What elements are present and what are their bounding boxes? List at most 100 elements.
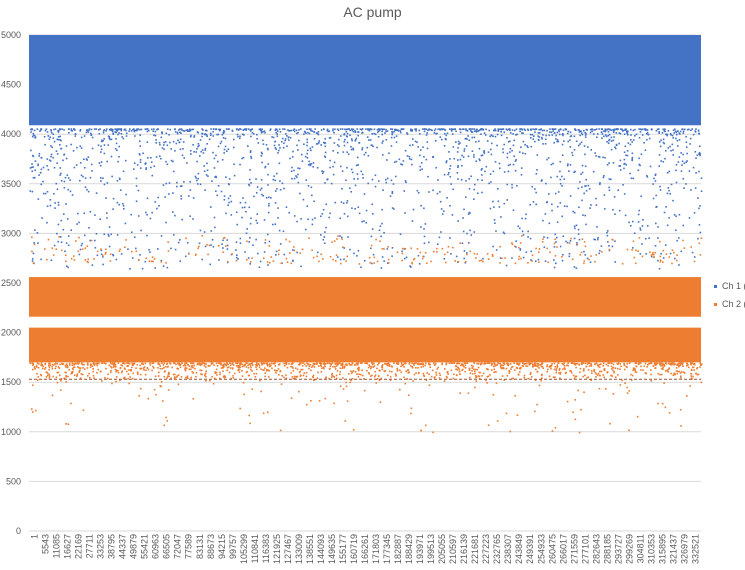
data-point-ch1 <box>659 189 662 191</box>
data-point-ch2 <box>628 429 630 432</box>
data-point-ch1 <box>324 231 326 233</box>
data-point-ch2 <box>346 255 349 258</box>
data-point-ch1 <box>125 193 127 196</box>
data-point-ch2 <box>154 375 157 378</box>
x-tick-label: 188429 <box>404 534 414 564</box>
data-point-ch1 <box>274 140 276 143</box>
data-point-ch1 <box>581 186 583 189</box>
data-point-ch1 <box>47 168 50 171</box>
data-point-ch1 <box>103 129 106 131</box>
data-point-ch1 <box>166 144 169 147</box>
data-point-ch2 <box>96 250 99 253</box>
data-point-ch2 <box>590 370 593 372</box>
data-point-ch1 <box>637 221 640 223</box>
data-point-ch2 <box>499 364 502 367</box>
data-point-ch1 <box>168 133 170 136</box>
data-point-ch1 <box>556 140 558 143</box>
data-point-ch2 <box>169 362 172 365</box>
data-point-ch1 <box>118 177 121 180</box>
x-tick-label: 138551 <box>305 534 315 564</box>
data-point-ch1 <box>601 137 603 140</box>
data-point-ch1 <box>122 137 125 140</box>
data-point-ch2 <box>241 365 244 368</box>
data-point-ch1 <box>320 234 322 236</box>
data-point-ch1 <box>262 139 264 142</box>
data-point-ch1 <box>56 232 58 235</box>
data-point-ch2 <box>675 370 678 372</box>
data-point-ch2 <box>243 393 246 396</box>
data-point-ch2 <box>513 362 515 365</box>
data-point-ch1 <box>606 234 609 237</box>
data-point-ch1 <box>232 138 235 141</box>
data-point-ch2 <box>293 249 296 252</box>
data-point-ch1 <box>129 268 131 270</box>
data-point-ch2 <box>107 373 109 376</box>
data-point-ch1 <box>496 188 499 190</box>
data-point-ch1 <box>522 132 524 135</box>
data-point-ch2 <box>188 368 191 371</box>
data-point-ch2 <box>388 365 391 367</box>
data-point-ch2 <box>530 376 533 378</box>
data-point-ch2 <box>246 362 248 365</box>
data-point-ch2 <box>261 363 263 366</box>
data-point-ch1 <box>346 200 349 202</box>
data-point-ch2 <box>285 238 287 241</box>
data-point-ch2 <box>473 362 476 365</box>
data-point-ch1 <box>562 134 564 137</box>
data-point-ch1 <box>641 225 644 227</box>
data-point-ch1 <box>291 177 293 180</box>
data-point-ch2 <box>584 245 587 248</box>
x-tick-label: 182887 <box>393 534 403 564</box>
data-point-ch1 <box>361 173 364 176</box>
data-point-ch2 <box>129 376 131 378</box>
data-point-ch2 <box>486 382 488 384</box>
data-point-ch1 <box>589 131 592 134</box>
data-point-ch2 <box>273 369 276 372</box>
data-point-ch2 <box>127 377 129 380</box>
data-point-ch2 <box>160 261 163 263</box>
data-point-ch2 <box>219 371 221 374</box>
data-point-ch1 <box>340 201 343 203</box>
data-point-ch1 <box>139 145 142 147</box>
data-point-ch1 <box>642 128 644 131</box>
data-point-ch1 <box>571 151 573 154</box>
data-point-ch2 <box>166 375 169 378</box>
data-point-ch2 <box>168 372 170 375</box>
data-point-ch2 <box>111 362 114 365</box>
data-point-ch1 <box>697 197 699 199</box>
data-point-ch2 <box>222 237 225 239</box>
data-point-ch1 <box>481 191 483 194</box>
data-point-ch2 <box>626 248 629 251</box>
data-point-ch1 <box>138 153 141 156</box>
data-point-ch1 <box>153 134 155 137</box>
data-point-ch2 <box>508 372 510 374</box>
data-point-ch1 <box>212 151 214 154</box>
data-point-ch1 <box>318 141 320 144</box>
data-point-ch2 <box>693 260 696 263</box>
data-point-ch2 <box>671 249 674 251</box>
data-point-ch1 <box>439 136 442 138</box>
data-point-ch2 <box>463 362 466 365</box>
data-point-ch2 <box>44 362 47 365</box>
data-point-ch1 <box>236 128 238 130</box>
data-point-ch1 <box>355 164 358 167</box>
data-point-ch1 <box>71 130 74 132</box>
data-point-ch2 <box>119 379 121 382</box>
data-point-ch1 <box>619 169 622 171</box>
data-point-ch1 <box>626 150 629 152</box>
data-point-ch2 <box>388 363 391 366</box>
data-point-ch2 <box>366 369 368 372</box>
data-point-ch1 <box>599 249 601 252</box>
data-point-ch1 <box>484 134 487 136</box>
data-point-ch1 <box>67 266 69 269</box>
data-point-ch1 <box>293 130 296 133</box>
data-point-ch1 <box>519 249 522 251</box>
data-point-ch1 <box>267 148 269 151</box>
data-point-ch1 <box>658 267 661 270</box>
data-point-ch1 <box>698 207 700 210</box>
data-point-ch2 <box>321 367 323 369</box>
data-point-ch2 <box>598 363 601 366</box>
data-point-ch1 <box>559 245 562 248</box>
data-point-ch2 <box>176 376 178 378</box>
data-point-ch2 <box>538 261 540 263</box>
